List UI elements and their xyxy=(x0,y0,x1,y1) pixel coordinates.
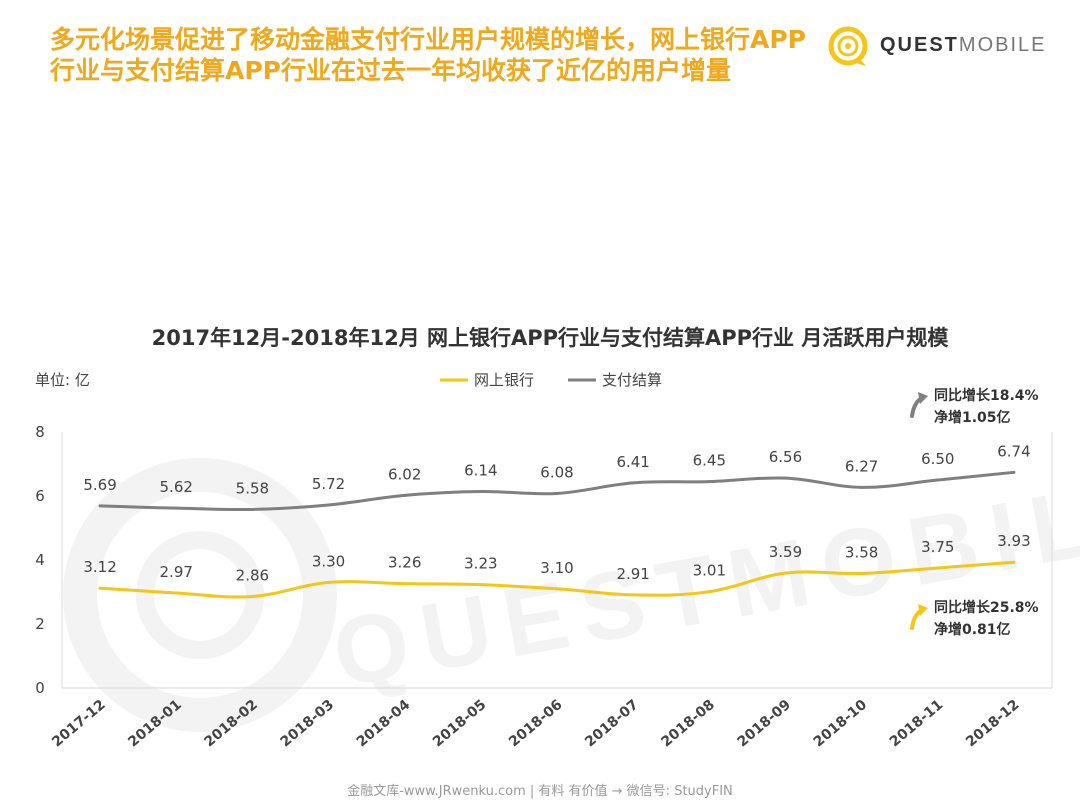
data-point xyxy=(783,476,787,480)
annotation-growth: 同比增长18.4% xyxy=(934,387,1039,404)
legend-label: 支付结算 xyxy=(602,371,662,389)
data-label: 3.75 xyxy=(921,538,954,556)
x-tick-label: 2018-05 xyxy=(430,697,490,751)
data-label: 5.72 xyxy=(312,475,345,493)
data-label: 3.01 xyxy=(693,562,726,580)
data-point xyxy=(327,580,331,584)
data-label: 3.58 xyxy=(845,543,878,561)
data-label: 3.23 xyxy=(464,555,497,573)
growth-arrow-icon xyxy=(910,604,928,630)
data-label: 6.45 xyxy=(693,452,726,470)
data-label: 6.27 xyxy=(845,457,878,475)
data-point xyxy=(250,507,254,511)
data-label: 3.12 xyxy=(83,558,116,576)
x-tick-label: 2018-09 xyxy=(735,697,795,751)
data-point xyxy=(707,480,711,484)
x-tick-label: 2018-11 xyxy=(887,697,947,751)
annotation-growth: 同比增长25.8% xyxy=(934,599,1039,616)
data-point xyxy=(479,583,483,587)
y-tick-label: 4 xyxy=(35,551,45,569)
data-point xyxy=(174,591,178,595)
brand-name: QUESTMOBILE xyxy=(880,34,1046,57)
series-layer xyxy=(98,470,1016,599)
data-label: 6.56 xyxy=(769,448,802,466)
questmobile-logo-icon xyxy=(828,26,868,66)
data-label: 3.10 xyxy=(540,559,573,577)
data-label: 6.50 xyxy=(921,450,954,468)
brand-name-bold: QUEST xyxy=(880,34,959,56)
data-point xyxy=(479,490,483,494)
data-point xyxy=(936,478,940,482)
data-point xyxy=(555,491,559,495)
watermark: QUESTMOBILE xyxy=(63,453,1080,732)
data-label: 6.14 xyxy=(464,462,497,480)
x-tick-label: 2018-10 xyxy=(811,697,871,751)
legend: 网上银行 支付结算 xyxy=(440,371,662,389)
y-tick-label: 2 xyxy=(35,615,45,633)
x-tick-label: 2018-04 xyxy=(354,697,414,751)
data-point xyxy=(936,566,940,570)
data-label: 6.08 xyxy=(540,463,573,481)
data-point xyxy=(98,504,102,508)
data-point xyxy=(631,593,635,597)
x-tick-label: 2017-12 xyxy=(49,697,109,751)
data-label: 2.91 xyxy=(616,565,649,583)
x-tick-label: 2018-12 xyxy=(963,697,1023,751)
x-tick-label: 2018-03 xyxy=(278,697,338,751)
brand-logo: QUESTMOBILE xyxy=(820,16,1050,76)
annotation-net-increase: 净增0.81亿 xyxy=(934,621,1011,638)
data-point xyxy=(403,493,407,497)
x-tick-label: 2018-08 xyxy=(658,697,718,751)
data-point xyxy=(327,503,331,507)
data-point xyxy=(174,506,178,510)
y-tick-label: 6 xyxy=(35,487,45,505)
legend-label: 网上银行 xyxy=(474,371,534,389)
data-label: 5.69 xyxy=(83,476,116,494)
data-point xyxy=(860,571,864,575)
data-label: 3.26 xyxy=(388,554,421,572)
data-point xyxy=(1012,560,1016,564)
growth-arrow-icon xyxy=(910,392,928,418)
x-tick-label: 2018-06 xyxy=(506,697,566,751)
data-label: 3.93 xyxy=(997,532,1030,550)
headline: 多元化场景促进了移动金融支付行业用户规模的增长，网上银行APP行业与支付结算AP… xyxy=(50,25,806,85)
chart-title: 2017年12月-2018年12月 网上银行APP行业与支付结算APP行业 月活… xyxy=(152,326,950,350)
data-point xyxy=(1012,470,1016,474)
y-tick-label: 0 xyxy=(35,679,45,697)
watermark-ring-icon xyxy=(63,458,337,732)
annotations: 同比增长25.8% 净增0.81亿 同比增长18.4% 净增1.05亿 xyxy=(910,387,1039,638)
data-label: 5.62 xyxy=(160,478,193,496)
data-point xyxy=(250,594,254,598)
data-label: 3.59 xyxy=(769,543,802,561)
y-tick-label: 8 xyxy=(35,423,45,441)
data-point xyxy=(707,590,711,594)
data-point xyxy=(783,571,787,575)
data-label: 6.02 xyxy=(388,465,421,483)
data-label: 2.86 xyxy=(236,566,269,584)
data-label: 3.30 xyxy=(312,552,345,570)
data-labels: 3.12 2.97 2.86 3.30 3.26 3.23 3.10 2.91 3.01 3.59… xyxy=(83,442,1030,584)
data-point xyxy=(403,582,407,586)
data-label: 6.74 xyxy=(997,442,1030,460)
data-point xyxy=(631,481,635,485)
footer-text: 金融文库-www.JRwenku.com | 有料 有价值 → 微信号: Stu… xyxy=(347,783,733,799)
annotation-net-increase: 净增1.05亿 xyxy=(934,409,1011,426)
data-label: 2.97 xyxy=(160,563,193,581)
data-label: 5.58 xyxy=(236,479,269,497)
unit-label: 单位: 亿 xyxy=(35,371,90,389)
data-label: 6.41 xyxy=(616,453,649,471)
x-tick-label: 2018-07 xyxy=(582,697,642,751)
data-point xyxy=(860,485,864,489)
data-point xyxy=(555,587,559,591)
brand-name-light: MOBILE xyxy=(958,34,1047,56)
data-point xyxy=(98,586,102,590)
